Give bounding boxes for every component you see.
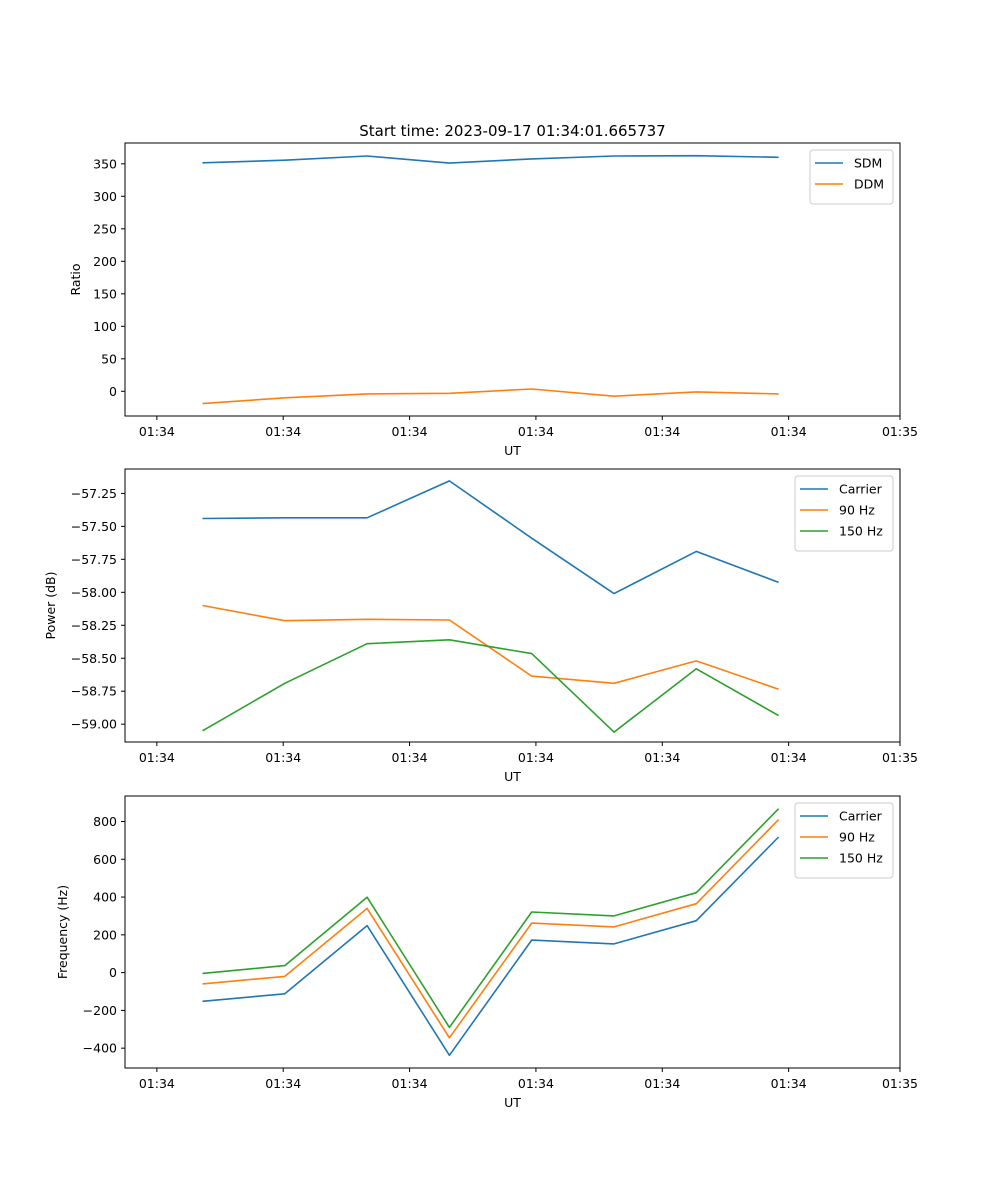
series-line-90-hz bbox=[202, 819, 780, 1039]
legend-box bbox=[794, 802, 894, 879]
x-tick-label: 01:34 bbox=[392, 424, 428, 439]
x-tick-label: 01:34 bbox=[644, 424, 680, 439]
series-line-ddm bbox=[202, 388, 779, 405]
y-axis-label: Power (dB) bbox=[43, 571, 58, 639]
plot-area bbox=[124, 468, 901, 743]
plot-area bbox=[124, 142, 901, 417]
y-tick-label: −57.75 bbox=[71, 552, 117, 567]
x-tick-label: 01:34 bbox=[265, 750, 301, 765]
y-tick-label: 50 bbox=[101, 351, 117, 366]
series-line-90-hz bbox=[202, 604, 779, 690]
x-tick-label: 01:34 bbox=[392, 750, 428, 765]
x-tick-label: 01:34 bbox=[771, 750, 807, 765]
y-tick-label: −59.00 bbox=[71, 717, 117, 732]
legend-box bbox=[794, 475, 894, 552]
legend-label-150-hz: 150 Hz bbox=[839, 524, 883, 539]
x-tick-label: 01:34 bbox=[644, 750, 680, 765]
y-tick-label: −57.25 bbox=[71, 486, 117, 501]
y-tick-label: 100 bbox=[93, 319, 117, 334]
legend-label-150-hz: 150 Hz bbox=[839, 851, 883, 866]
x-tick-label: 01:34 bbox=[771, 1076, 807, 1091]
y-tick-label: 250 bbox=[93, 221, 117, 236]
legend: SDM DDM bbox=[809, 149, 894, 205]
x-tick-label: 01:34 bbox=[139, 1076, 175, 1091]
y-tick-label: −58.50 bbox=[71, 651, 117, 666]
y-tick-label: 150 bbox=[93, 286, 117, 301]
x-tick-label: 01:34 bbox=[771, 424, 807, 439]
x-tick-label: 01:34 bbox=[644, 1076, 680, 1091]
legend-label-90-hz: 90 Hz bbox=[839, 503, 875, 518]
y-tick-label: −200 bbox=[83, 1003, 117, 1018]
y-tick-label: 800 bbox=[93, 814, 117, 829]
series-line-150-hz bbox=[202, 808, 780, 1029]
y-tick-label: 400 bbox=[93, 890, 117, 905]
x-tick-label: 01:34 bbox=[265, 1076, 301, 1091]
y-tick-label: 0 bbox=[109, 384, 117, 399]
y-axis-label: Frequency (Hz) bbox=[55, 885, 70, 979]
x-tick-label: 01:34 bbox=[139, 750, 175, 765]
y-tick-label: 600 bbox=[93, 852, 117, 867]
series-line-sdm bbox=[202, 154, 779, 164]
legend-label-sdm: SDM bbox=[854, 156, 882, 171]
x-tick-label: 01:34 bbox=[392, 1076, 428, 1091]
x-tick-label: 01:34 bbox=[265, 424, 301, 439]
legend-label-90-hz: 90 Hz bbox=[839, 830, 875, 845]
x-tick-label: 01:35 bbox=[882, 424, 918, 439]
plot-area bbox=[124, 795, 901, 1069]
y-tick-label: −400 bbox=[83, 1041, 117, 1056]
panels: 0 50 100 150 200 250 300 350 01:34 01:34 01:34 01:3… bbox=[43, 142, 918, 1110]
series-line-carrier bbox=[202, 836, 780, 1057]
x-tick-label: 01:35 bbox=[882, 1076, 918, 1091]
chart-title: Start time: 2023-09-17 01:34:01.665737 bbox=[359, 122, 665, 140]
y-tick-label: 300 bbox=[93, 189, 117, 204]
y-tick-label: 350 bbox=[93, 156, 117, 171]
y-tick-label: −58.75 bbox=[71, 684, 117, 699]
y-tick-label: −58.00 bbox=[71, 585, 117, 600]
x-tick-label: 01:34 bbox=[518, 1076, 554, 1091]
x-axis-label: UT bbox=[504, 443, 521, 458]
series-line-carrier bbox=[202, 480, 779, 595]
chart-panel-2: −59.00 −58.75 −58.50 −58.25 −58.00 −57.75 −57.… bbox=[43, 468, 918, 784]
x-axis-label: UT bbox=[504, 769, 521, 784]
legend-label-carrier: Carrier bbox=[839, 482, 883, 497]
x-axis-label: UT bbox=[504, 1095, 521, 1110]
chart-panel-1: 0 50 100 150 200 250 300 350 01:34 01:34 01:34 01:3… bbox=[68, 142, 918, 458]
y-tick-label: −57.50 bbox=[71, 519, 117, 534]
y-tick-label: 0 bbox=[109, 965, 117, 980]
x-tick-label: 01:35 bbox=[882, 750, 918, 765]
y-tick-label: 200 bbox=[93, 927, 117, 942]
chart-panel-3: −400 −200 0 200 400 600 800 01:34 01:34 01:34 01:3… bbox=[55, 795, 918, 1110]
x-tick-label: 01:34 bbox=[139, 424, 175, 439]
legend: Carrier 90 Hz 150 Hz bbox=[794, 475, 894, 552]
x-tick-label: 01:34 bbox=[518, 424, 554, 439]
legend-label-ddm: DDM bbox=[854, 177, 884, 192]
series-line-150-hz bbox=[202, 638, 779, 733]
x-tick-label: 01:34 bbox=[518, 750, 554, 765]
y-tick-label: −58.25 bbox=[71, 618, 117, 633]
y-axis-label: Ratio bbox=[68, 263, 83, 295]
legend: Carrier 90 Hz 150 Hz bbox=[794, 802, 894, 879]
legend-label-carrier: Carrier bbox=[839, 809, 883, 824]
y-tick-label: 200 bbox=[93, 254, 117, 269]
